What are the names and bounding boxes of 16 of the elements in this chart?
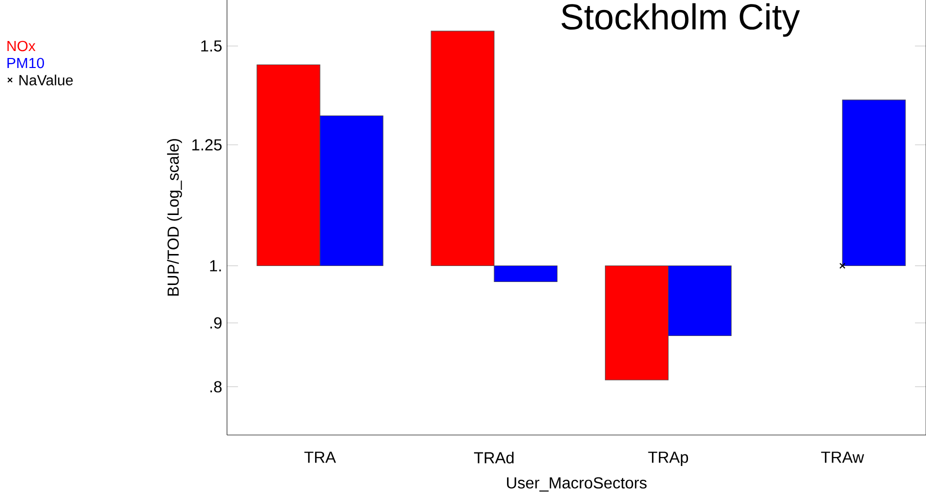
bar bbox=[842, 100, 906, 266]
x-axis-title: User_MacroSectors bbox=[507, 477, 647, 492]
text: PM10 bbox=[7, 58, 44, 68]
y-axis-title: BUP/TOD (Log_scale) bbox=[167, 139, 182, 296]
y-tick-label: 1. bbox=[210, 260, 221, 272]
chart-title: Stockholm City bbox=[562, 3, 800, 37]
y-tick-label: 1.5 bbox=[201, 40, 222, 52]
y-tick-label: .9 bbox=[210, 317, 222, 329]
y-tick-label: .8 bbox=[210, 381, 222, 392]
x-tick-label: TRA bbox=[304, 452, 336, 463]
y-tick-label: 1.25 bbox=[192, 139, 222, 150]
legend-label: NaValue bbox=[19, 74, 73, 86]
x-tick-label: TRAp bbox=[648, 452, 688, 466]
x-tick-label: TRAw bbox=[821, 452, 864, 463]
text: NOx bbox=[7, 40, 36, 52]
x-tick-label: TRAd bbox=[474, 452, 514, 464]
